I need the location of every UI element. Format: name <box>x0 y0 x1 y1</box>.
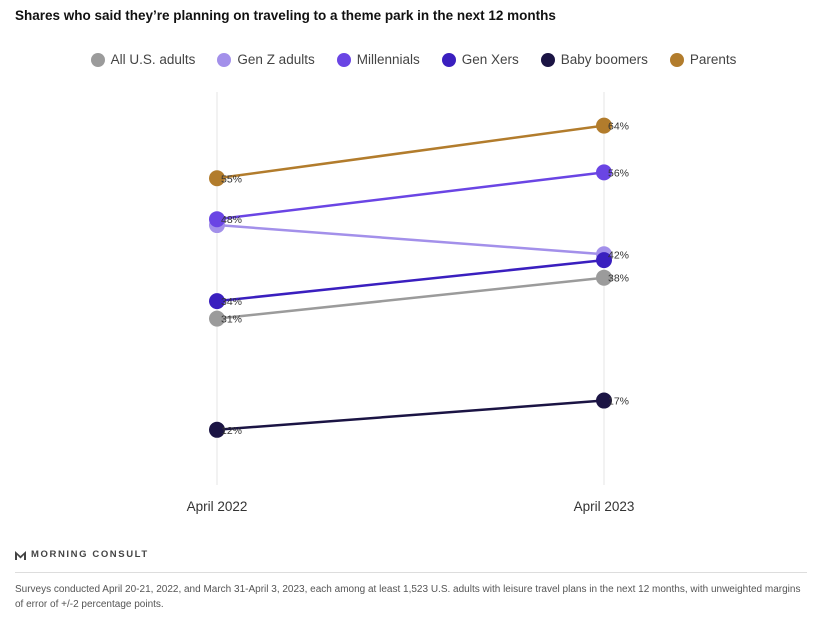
legend-swatch <box>669 52 684 67</box>
series-line-2 <box>216 171 605 221</box>
x-tick-label: April 2022 <box>187 499 248 514</box>
legend-swatch <box>217 52 232 67</box>
legend-item-gen-z-adults: Gen Z adults <box>217 52 315 67</box>
legend-label: Millennials <box>356 52 420 67</box>
legend-swatch <box>336 52 351 67</box>
data-point <box>209 211 225 228</box>
data-label: 64% <box>608 121 629 133</box>
legend-swatch <box>441 52 456 67</box>
series-line-5 <box>216 124 605 180</box>
legend-item-millennials: Millennials <box>336 52 420 67</box>
data-point <box>596 392 612 409</box>
legend-label: Gen Z adults <box>237 52 315 67</box>
data-label: 34% <box>221 296 242 308</box>
legend-label: Baby boomers <box>560 52 648 67</box>
legend-swatch <box>540 52 555 67</box>
series-line-1 <box>216 223 605 256</box>
data-point <box>596 252 612 269</box>
data-label: 31% <box>221 314 242 326</box>
data-label: 42% <box>608 249 629 261</box>
data-point <box>596 164 612 181</box>
legend-item-gen-xers: Gen Xers <box>441 52 519 67</box>
series-line-3 <box>216 258 605 303</box>
data-point <box>209 170 225 187</box>
series-line-0 <box>216 276 605 320</box>
legend-label: Gen Xers <box>461 52 519 67</box>
footer-divider <box>15 572 807 573</box>
data-point <box>209 293 225 310</box>
data-label: 48% <box>221 214 242 226</box>
legend-item-all-us-adults: All U.S. adults <box>90 52 196 67</box>
data-label: 56% <box>608 167 629 179</box>
data-label: 17% <box>608 396 629 408</box>
series-line-4 <box>216 399 605 432</box>
legend-label: Parents <box>689 52 737 67</box>
data-point <box>209 421 225 438</box>
legend-swatch <box>90 52 105 67</box>
data-point <box>596 269 612 286</box>
data-label: 12% <box>221 425 242 437</box>
footnote: Surveys conducted April 20-21, 2022, and… <box>15 584 801 610</box>
chart-plot: April 2022 April 2023 31% 38% 42% 48% 56% 34% 12… <box>187 92 635 514</box>
chart-title: Shares who said they’re planning on trav… <box>15 8 556 23</box>
x-tick-label: April 2023 <box>574 499 635 514</box>
brand-logo: MORNING CONSULT <box>15 549 149 560</box>
data-label: 38% <box>608 273 629 285</box>
legend-item-parents: Parents <box>669 52 737 67</box>
morning-consult-logo-icon <box>15 550 26 560</box>
brand-name: MORNING CONSULT <box>31 549 149 560</box>
chart-legend: All U.S. adults Gen Z adults Millennials… <box>0 52 827 67</box>
legend-label: All U.S. adults <box>110 52 196 67</box>
data-point <box>596 117 612 134</box>
legend-item-baby-boomers: Baby boomers <box>540 52 648 67</box>
data-point <box>209 310 225 327</box>
data-label: 55% <box>221 173 242 185</box>
